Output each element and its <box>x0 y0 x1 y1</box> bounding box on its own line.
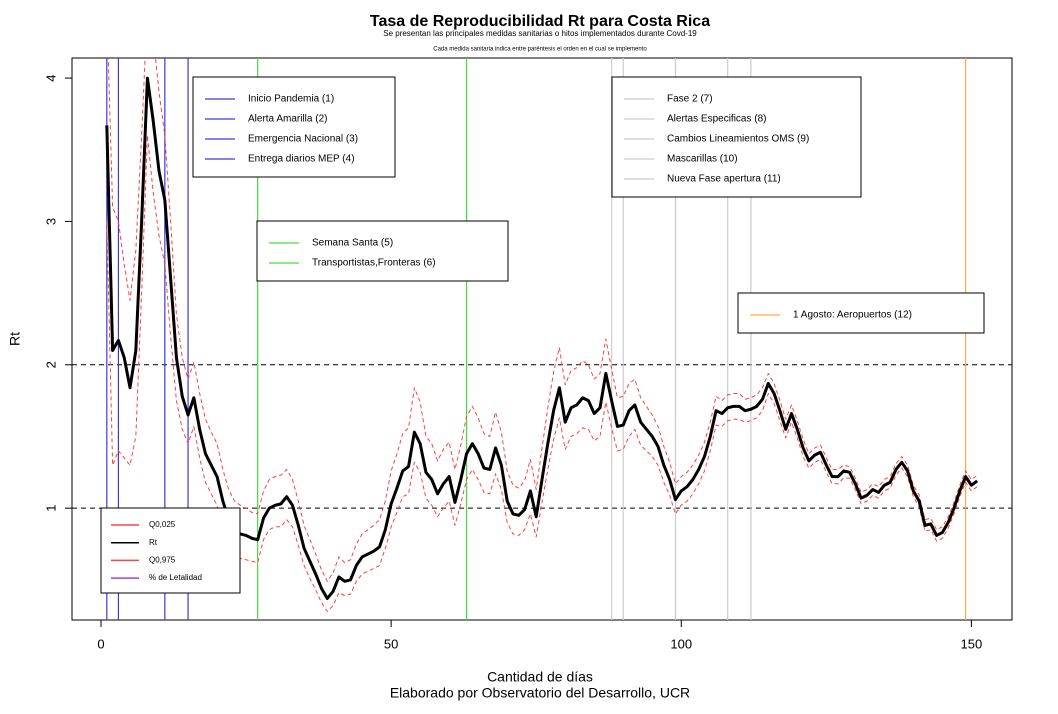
y-tick-label: 2 <box>43 361 58 368</box>
chart-title: Tasa de Reproducibilidad Rt para Costa R… <box>370 13 710 30</box>
legend-box <box>256 220 509 282</box>
caption: Elaborado por Observatorio del Desarroll… <box>390 685 690 701</box>
chart-subtitle: Se presentan las principales medidas san… <box>383 29 697 38</box>
y-tick-label: 4 <box>43 74 58 81</box>
legend-box <box>611 76 862 198</box>
series-line <box>105 76 979 600</box>
legend-label: Alertas Especificas (8) <box>667 114 766 125</box>
legend-label: Rt <box>149 538 158 547</box>
y-axis-label: Rt <box>7 332 23 346</box>
legend-label: Mascarillas (10) <box>667 154 738 165</box>
chart-note: Cada medida sanitaria indica entre parén… <box>433 47 647 53</box>
x-tick-label: 0 <box>97 636 104 651</box>
legend-label: Q0,975 <box>149 556 176 565</box>
legend-label: Emergencia Nacional (3) <box>248 134 358 145</box>
y-tick-label: 3 <box>43 218 58 225</box>
legend-label: Semana Santa (5) <box>312 238 393 249</box>
legend-box <box>737 292 985 334</box>
plot-frame <box>71 57 1013 621</box>
series-line <box>107 58 978 582</box>
legend-label: Entrega diarios MEP (4) <box>248 154 355 165</box>
legend-label: Alerta Amarilla (2) <box>248 114 327 125</box>
legend-box <box>192 76 396 178</box>
legend-label: Q0,025 <box>149 520 176 529</box>
legend-label: Fase 2 (7) <box>667 94 713 105</box>
legend-label: Transportistas,Fronteras (6) <box>312 258 436 269</box>
x-tick-label: 50 <box>384 636 398 651</box>
x-tick-label: 150 <box>961 636 983 651</box>
legend-label: 1 Agosto: Aeropuertos (12) <box>793 310 912 321</box>
legend-label: Inicio Pandemia (1) <box>248 94 334 105</box>
series-line <box>106 134 978 612</box>
legend-label: % de Letalidad <box>149 573 202 582</box>
x-axis-label: Cantidad de días <box>487 669 593 685</box>
legend-label: Cambios Lineamientos OMS (9) <box>667 134 809 145</box>
x-tick-label: 100 <box>670 636 692 651</box>
legend-label: Nueva Fase apertura (11) <box>667 174 781 185</box>
y-tick-label: 1 <box>43 505 58 512</box>
